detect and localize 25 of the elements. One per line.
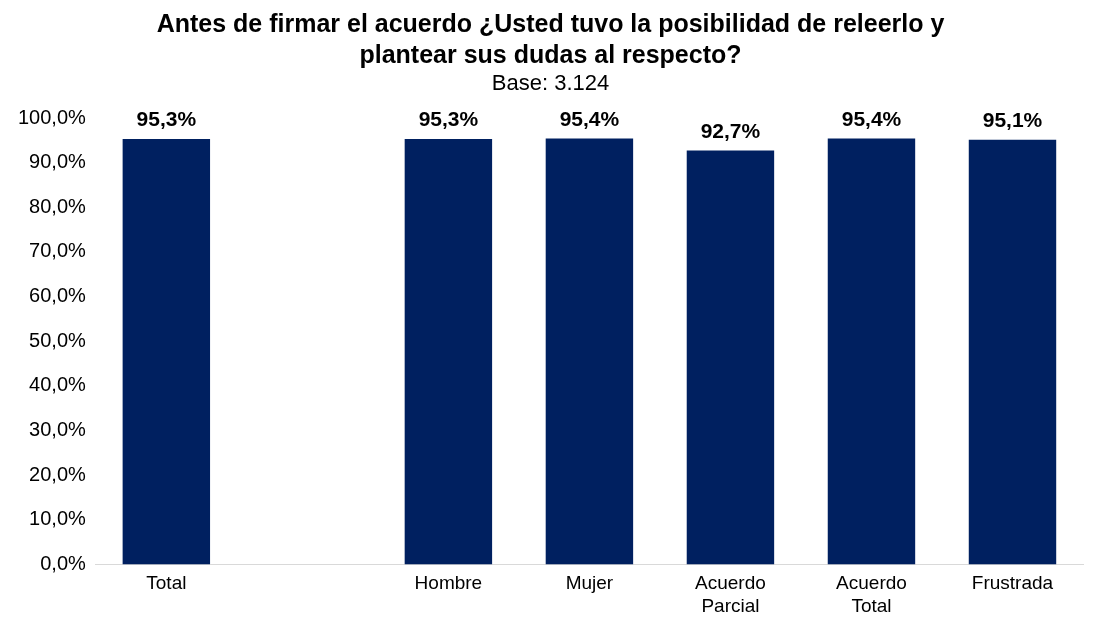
y-tick-label: 100,0% — [17, 105, 87, 128]
x-tick-label: Acuerdo Parcial — [695, 572, 766, 616]
y-tick-label: 40,0% — [29, 373, 87, 396]
y-tick-label: 0,0% — [40, 551, 87, 574]
y-tick-label: 20,0% — [29, 462, 87, 485]
x-tick-label: Hombre — [414, 572, 483, 594]
y-tick-label: 10,0% — [29, 507, 87, 530]
chart-title: Antes de firmar el acuerdo ¿Usted tuvo la posibilidad de releerlo y plantear sus dudas al respecto? — [155, 8, 946, 70]
chart-subtitle: Base: 3.124 — [490, 70, 611, 96]
data-label: 92,7% — [700, 118, 761, 142]
y-tick-label: 90,0% — [29, 150, 87, 173]
data-label: 95,1% — [982, 108, 1043, 132]
y-tick-label: 60,0% — [29, 284, 87, 307]
y-tick-label: 30,0% — [29, 418, 87, 440]
x-tick-label: Total — [146, 572, 187, 594]
x-tick-label: Frustrada — [971, 572, 1054, 594]
y-tick-label: 50,0% — [29, 328, 87, 351]
data-label: 95,3% — [136, 107, 197, 131]
data-label: 95,3% — [418, 107, 479, 131]
y-tick-label: 80,0% — [29, 194, 87, 217]
x-tick-label: Mujer — [565, 572, 614, 594]
data-label: 95,4% — [559, 106, 620, 130]
y-tick-label: 70,0% — [29, 239, 87, 262]
data-label: 95,4% — [841, 106, 902, 130]
x-tick-label: Acuerdo Total — [836, 572, 907, 616]
